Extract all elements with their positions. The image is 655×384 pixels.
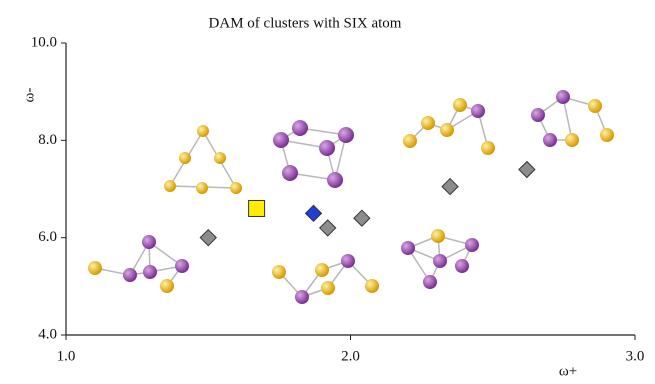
point <box>200 230 216 246</box>
y-tick-label: 4.0 <box>38 326 57 342</box>
point <box>519 162 535 178</box>
point <box>249 200 265 216</box>
chart-title: DAM of clusters with SIX atom <box>209 15 402 31</box>
chart: DAM of clusters with SIX atom ω- ω+ <box>0 0 655 379</box>
x-tick-label: 3.0 <box>626 348 645 364</box>
y-axis-label: ω- <box>21 88 37 103</box>
x-axis-label: ω+ <box>559 363 577 379</box>
cluster-illustrations <box>88 90 614 304</box>
y-tick-label: 6.0 <box>38 229 57 245</box>
y-tick-label: 8.0 <box>38 132 57 148</box>
x-tick-label: 1.0 <box>57 348 76 364</box>
point <box>306 205 322 221</box>
point <box>442 179 458 195</box>
point <box>320 220 336 236</box>
y-tick-label: 10.0 <box>31 34 57 50</box>
x-tick-label: 2.0 <box>341 348 360 364</box>
point <box>354 210 370 226</box>
